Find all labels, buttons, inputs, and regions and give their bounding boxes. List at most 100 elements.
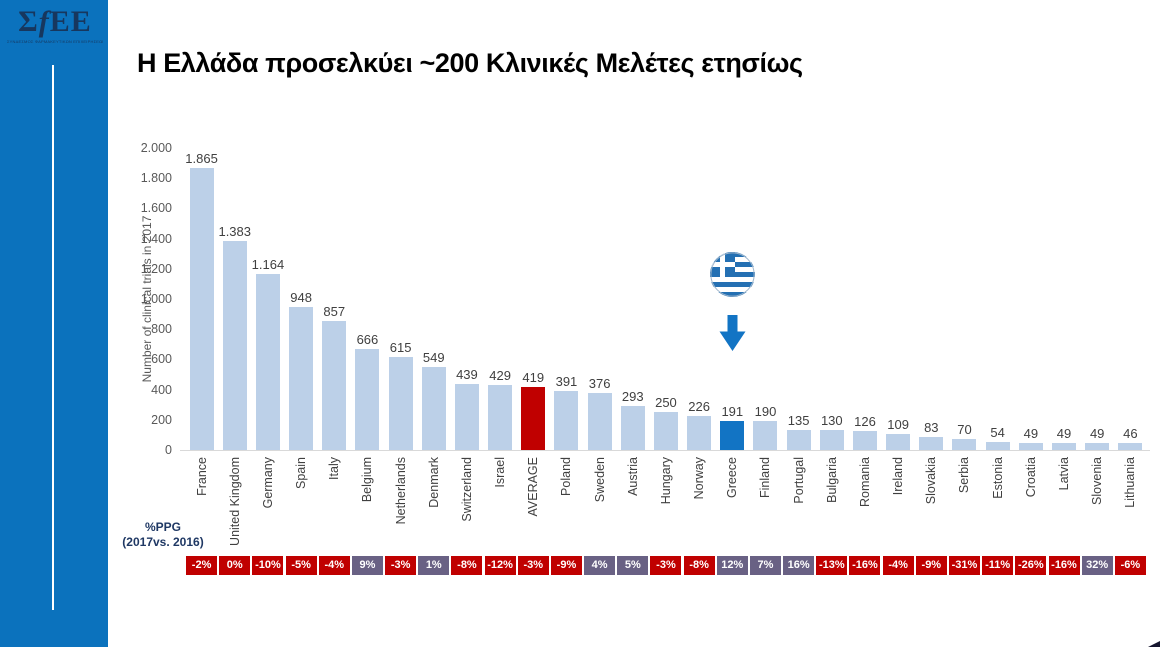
ppg-value-badge: -16%: [849, 556, 881, 575]
bar-france: [189, 168, 214, 450]
bar-poland: [554, 390, 579, 450]
bar-value-label: 1.164: [251, 257, 285, 273]
bar-value-label: 293: [621, 388, 644, 404]
ppg-value-badge: -16%: [1048, 556, 1080, 575]
country-label: Bulgaria: [824, 457, 839, 503]
bar-serbia: [952, 439, 977, 450]
bar-finland: [753, 421, 778, 450]
bar-value-label: 130: [820, 413, 843, 429]
ppg-value-badge: 1%: [418, 556, 450, 575]
sidebar: ΣfEE ΣΥΝΔΕΣΜΟΣ ΦΑΡΜΑΚΕΥΤΙΚΩΝ ΕΠΙΧΕΙΡΗΣΕΩ…: [0, 0, 108, 647]
country-label: Serbia: [957, 457, 972, 494]
country-label: Netherlands: [393, 457, 408, 525]
bar-croatia: [1018, 442, 1043, 450]
bar-value-label: 857: [323, 303, 346, 319]
ppg-value-badge: -3%: [385, 556, 417, 575]
bar-greece: [720, 421, 745, 450]
bar-value-label: 226: [688, 398, 710, 414]
ppg-value-badge: 12%: [716, 556, 748, 575]
ppg-value-badge: 32%: [1081, 556, 1113, 575]
bar-value-label: 46: [1123, 426, 1138, 442]
bar-spain: [289, 306, 314, 450]
y-axis-tick-label: 1.200: [140, 261, 172, 276]
country-label: Poland: [559, 457, 574, 496]
bar-united-kingdom: [222, 241, 247, 450]
ppg-header: %PPG (2017vs. 2016): [112, 520, 214, 550]
bar-norway: [687, 415, 712, 450]
country-label: France: [194, 457, 209, 496]
y-axis-tick-label: 1.400: [140, 231, 172, 246]
y-axis-tick-label: 600: [151, 352, 172, 367]
country-label: Slovenia: [1090, 457, 1105, 505]
country-label: Estonia: [990, 457, 1005, 499]
ppg-value-badge: -11%: [982, 556, 1014, 575]
country-label: Denmark: [426, 457, 441, 508]
down-arrow-icon: [719, 315, 746, 356]
bar-bulgaria: [819, 430, 844, 450]
ppg-value-badge: -31%: [948, 556, 980, 575]
bar-value-label: 126: [854, 413, 876, 429]
bar-germany: [255, 274, 280, 450]
y-axis-tick-label: 1.000: [140, 292, 172, 306]
country-label: Switzerland: [459, 457, 474, 522]
corner-triangle: [1148, 641, 1160, 647]
bar-romania: [852, 430, 877, 450]
ppg-value-badge: -13%: [816, 556, 848, 575]
ppg-value-badge: 9%: [351, 556, 383, 575]
bar-denmark: [421, 367, 446, 450]
sfee-logo-text: ΣfEE: [7, 6, 103, 38]
country-label: Sweden: [592, 457, 607, 503]
ppg-value-badge: -12%: [484, 556, 516, 575]
bar-value-label: 250: [655, 395, 677, 411]
bar-belgium: [355, 349, 380, 450]
bar-slovenia: [1085, 442, 1110, 450]
bar-value-label: 54: [990, 424, 1005, 440]
ppg-value-badge: -6%: [1114, 556, 1146, 575]
x-axis-baseline: [180, 450, 1150, 451]
country-label: Slovakia: [924, 457, 939, 505]
ppg-header-line1: %PPG: [144, 520, 181, 534]
bar-value-label: 549: [422, 350, 445, 366]
greek-flag-icon: [709, 252, 755, 302]
ppg-value-badge: 7%: [749, 556, 781, 575]
country-label: Lithuania: [1123, 457, 1138, 508]
bar-value-label: 190: [754, 404, 777, 420]
bar-hungary: [653, 412, 678, 450]
country-label: Greece: [725, 457, 740, 498]
bar-value-label: 49: [1089, 425, 1105, 441]
ppg-value-badge: -8%: [683, 556, 715, 575]
country-label: Austria: [625, 457, 640, 496]
bar-value-label: 49: [1023, 425, 1039, 441]
logo-divider-line: [52, 65, 54, 610]
logo-sigma: Σ: [18, 5, 39, 38]
bar-value-label: 429: [489, 368, 511, 384]
bar-italy: [322, 320, 347, 450]
ppg-value-badge: -2%: [186, 556, 218, 575]
logo-ee: EE: [49, 5, 92, 38]
ppg-value-badge: -26%: [1015, 556, 1047, 575]
y-axis-tick-label: 200: [151, 412, 172, 427]
bar-estonia: [985, 441, 1010, 450]
country-label: Finland: [758, 457, 773, 498]
bar-switzerland: [454, 383, 479, 450]
slide-title: Η Ελλάδα προσελκύει ~200 Κλινικές Μελέτε…: [137, 48, 803, 78]
country-label: Germany: [260, 457, 275, 509]
ppg-value-badge: -3%: [650, 556, 682, 575]
ppg-value-badge: -5%: [285, 556, 317, 575]
bar-sweden: [587, 393, 612, 450]
bar-israel: [488, 385, 513, 450]
logo-f: f: [38, 5, 50, 38]
bar-value-label: 109: [887, 416, 909, 432]
country-label: Portugal: [791, 457, 806, 504]
country-label: Croatia: [1023, 457, 1038, 498]
bar-value-label: 376: [588, 376, 611, 392]
ppg-value-badge: -4%: [318, 556, 350, 575]
ppg-header-line2: (2017vs. 2016): [122, 535, 204, 549]
bar-portugal: [786, 429, 811, 450]
y-axis-tick-label: 0: [165, 443, 172, 457]
country-label: Hungary: [658, 457, 673, 505]
bar-lithuania: [1118, 443, 1143, 450]
bar-value-label: 419: [522, 369, 545, 385]
bar-value-label: 191: [721, 404, 744, 420]
bar-value-label: 135: [787, 412, 810, 428]
